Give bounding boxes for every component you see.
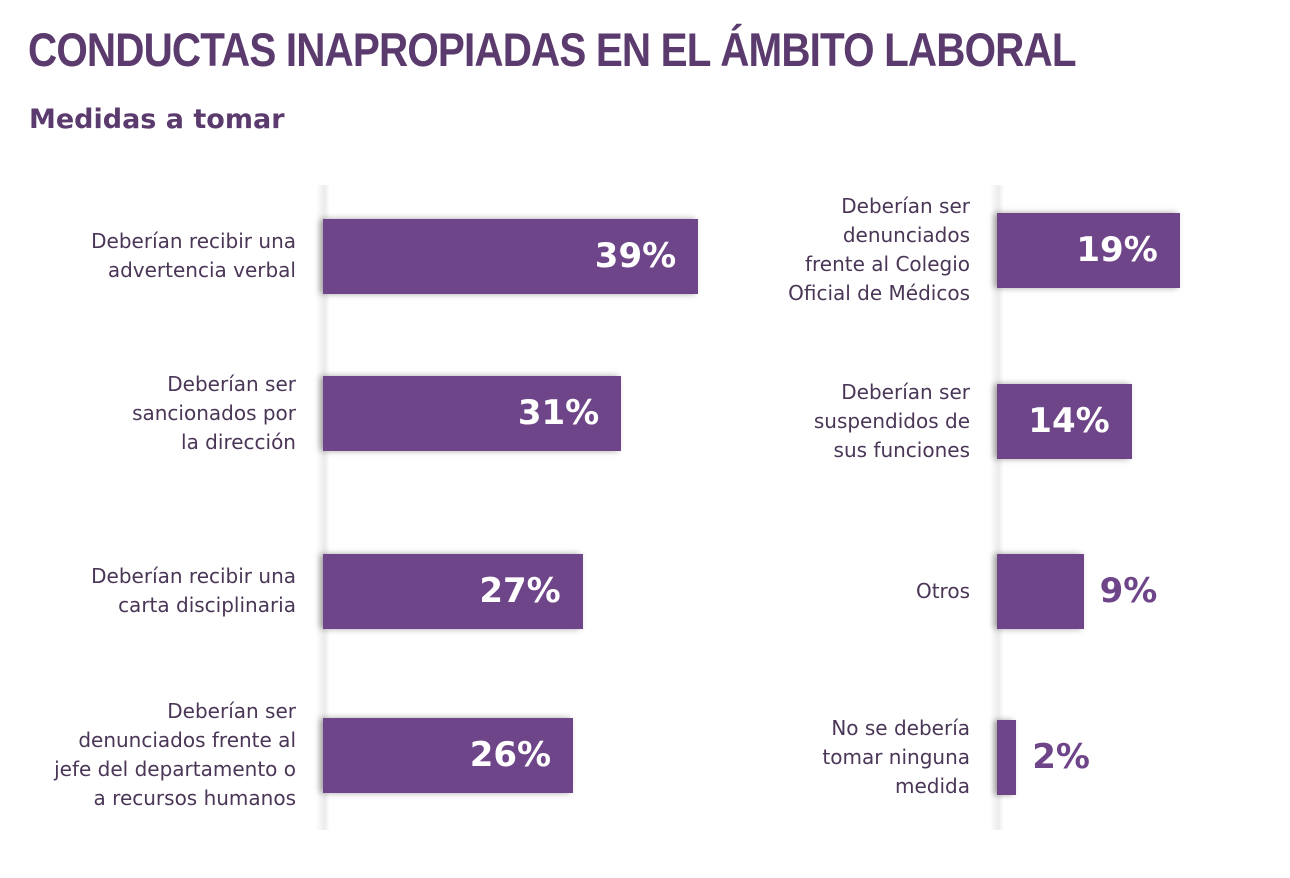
value-label: 14% xyxy=(1028,401,1110,441)
category-label: Deberían recibir una carta disciplinaria xyxy=(91,564,296,617)
category-label: Deberían recibir una advertencia verbal xyxy=(91,229,296,282)
bar-3 xyxy=(323,554,583,629)
bar-2 xyxy=(323,376,622,451)
category-label: No se debería tomar ninguna medida xyxy=(822,715,970,798)
chart-title: CONDUCTAS INAPROPIADAS EN EL ÁMBITO LABO… xyxy=(28,23,1077,76)
category-label: Otros xyxy=(915,578,970,603)
bar-8 xyxy=(997,720,1017,795)
bar-5 xyxy=(997,213,1180,288)
category-label: Deberían ser denunciados frente al Colegio… xyxy=(788,194,970,305)
value-label: 2% xyxy=(1032,737,1090,777)
value-label: 9% xyxy=(1099,571,1158,611)
left-axis xyxy=(316,185,330,830)
bar-7 xyxy=(997,554,1084,629)
category-label: Deberían ser sancionados por la dirección xyxy=(132,371,296,454)
value-label: 39% xyxy=(594,236,677,276)
bar-6 xyxy=(997,384,1132,459)
category-label: Deberían ser denunciados frente al jefe de… xyxy=(54,699,296,810)
bar-4 xyxy=(323,718,574,793)
value-label: 26% xyxy=(469,735,552,775)
value-label: 31% xyxy=(517,393,600,433)
category-label: Deberían ser suspendidos de sus funciones xyxy=(813,379,970,462)
value-label: 19% xyxy=(1076,230,1158,270)
chart-subtitle: Medidas a tomar xyxy=(29,104,285,135)
right-axis xyxy=(990,185,1004,830)
bar-1 xyxy=(323,219,699,294)
value-label: 27% xyxy=(479,571,561,611)
